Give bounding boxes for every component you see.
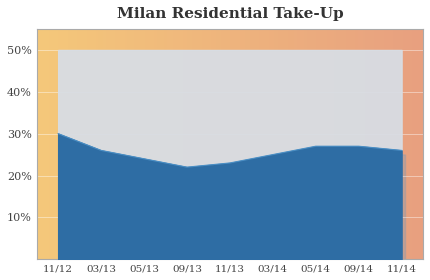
- Title: Milan Residential Take-Up: Milan Residential Take-Up: [117, 7, 343, 21]
